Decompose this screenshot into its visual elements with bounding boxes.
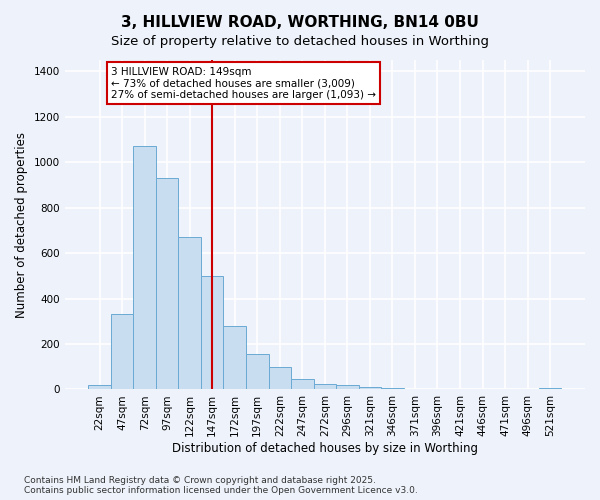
Bar	[201, 276, 223, 390]
Text: Size of property relative to detached houses in Worthing: Size of property relative to detached ho…	[111, 35, 489, 48]
Bar	[223, 326, 246, 390]
Bar	[539, 388, 562, 390]
Bar	[359, 387, 381, 390]
X-axis label: Distribution of detached houses by size in Worthing: Distribution of detached houses by size …	[172, 442, 478, 455]
Bar	[291, 379, 314, 390]
Bar	[88, 385, 111, 390]
Bar	[156, 178, 178, 390]
Y-axis label: Number of detached properties: Number of detached properties	[15, 132, 28, 318]
Bar	[269, 366, 291, 390]
Bar	[111, 314, 133, 390]
Bar	[178, 237, 201, 390]
Bar	[336, 385, 359, 390]
Text: Contains HM Land Registry data © Crown copyright and database right 2025.
Contai: Contains HM Land Registry data © Crown c…	[24, 476, 418, 495]
Bar	[246, 354, 269, 390]
Text: 3, HILLVIEW ROAD, WORTHING, BN14 0BU: 3, HILLVIEW ROAD, WORTHING, BN14 0BU	[121, 15, 479, 30]
Bar	[314, 384, 336, 390]
Bar	[133, 146, 156, 390]
Text: 3 HILLVIEW ROAD: 149sqm
← 73% of detached houses are smaller (3,009)
27% of semi: 3 HILLVIEW ROAD: 149sqm ← 73% of detache…	[111, 66, 376, 100]
Bar	[381, 388, 404, 390]
